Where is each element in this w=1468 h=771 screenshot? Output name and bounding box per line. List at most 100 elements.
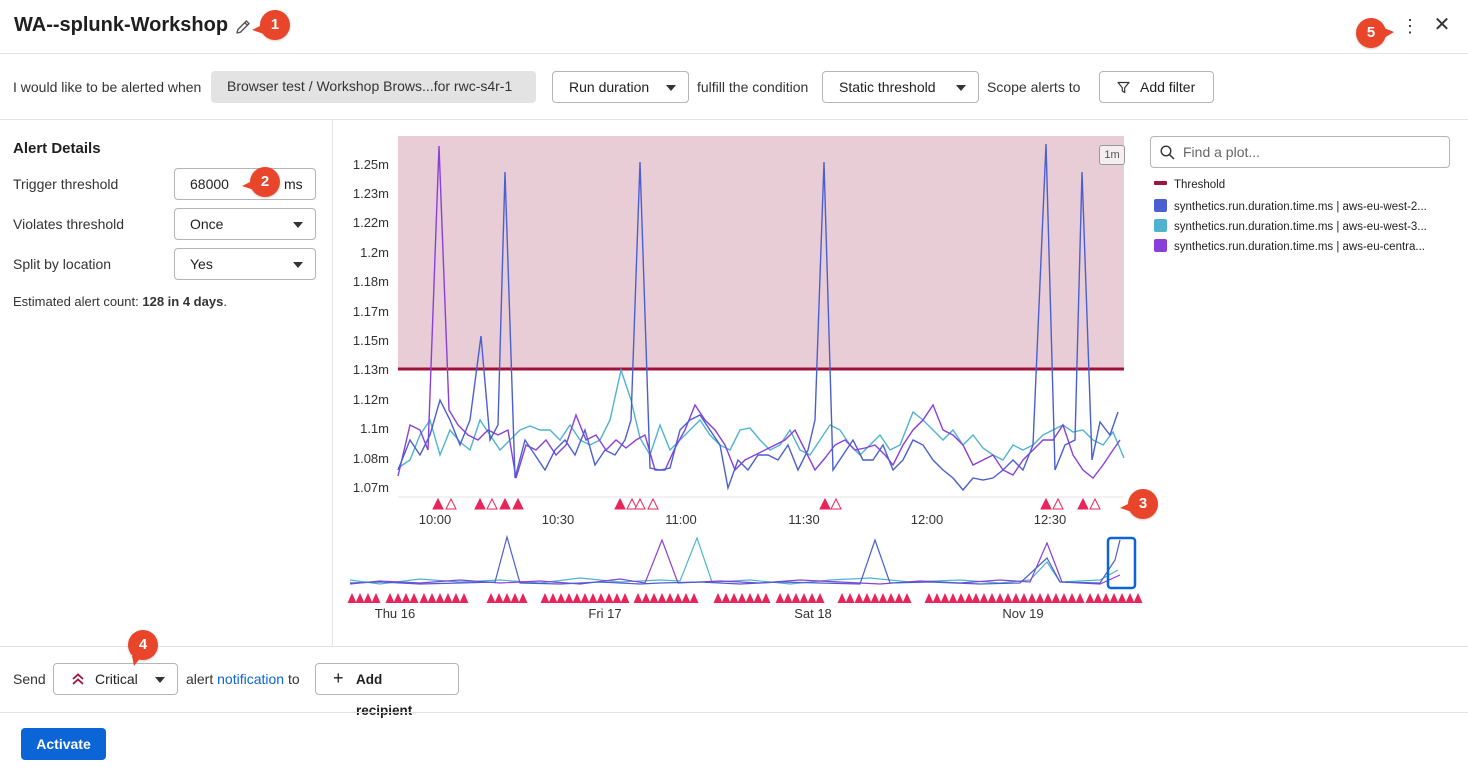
divider <box>0 712 1468 713</box>
overview-alert-marker <box>620 593 630 603</box>
overview-alert-marker <box>1043 593 1053 603</box>
alert-marker <box>445 497 457 510</box>
split-by-location-select[interactable]: Yes <box>174 248 316 280</box>
overview-alert-marker <box>1051 593 1061 603</box>
overview-alert-marker <box>502 593 512 603</box>
overview-alert-marker <box>948 593 958 603</box>
y-tick-label: 1.2m <box>360 245 389 260</box>
severity-select[interactable]: Critical <box>53 663 178 695</box>
add-filter-button[interactable]: Add filter <box>1099 71 1214 103</box>
search-icon <box>1160 145 1175 160</box>
threshold-violation-area <box>398 136 1124 369</box>
overview-series-line <box>349 538 1121 585</box>
callout-tail <box>1384 28 1394 38</box>
more-options-icon[interactable]: ⋮ <box>1401 16 1419 36</box>
overview-alert-marker <box>385 593 395 603</box>
resolution-badge: 1m <box>1099 145 1125 165</box>
overview-alert-marker <box>363 593 373 603</box>
edit-pencil-icon[interactable] <box>234 18 252 36</box>
overview-alert-marker <box>1003 593 1013 603</box>
overview-alert-marker <box>580 593 590 603</box>
overview-alert-marker <box>1075 593 1085 603</box>
x-axis-ticks: 10:00 10:30 11:00 11:30 12:00 12:30 <box>419 512 1067 527</box>
overview-alert-marker <box>1067 593 1077 603</box>
y-tick-label: 1.23m <box>353 186 389 201</box>
callout-badge-2: 2 <box>250 167 280 197</box>
violates-threshold-select[interactable]: Once <box>174 208 316 240</box>
overview-alert-marker <box>689 593 699 603</box>
chevron-down-icon <box>293 222 303 228</box>
alert-marker <box>512 497 524 510</box>
overview-alert-marker <box>783 593 793 603</box>
overview-alert-marker <box>540 593 550 603</box>
overview-alert-marker <box>588 593 598 603</box>
trigger-threshold-input[interactable]: 68000 ms <box>174 168 316 200</box>
overview-tick-label: Fri 17 <box>588 606 621 621</box>
overview-alert-marker <box>657 593 667 603</box>
legend-item-threshold[interactable]: Threshold <box>1154 179 1225 191</box>
alert-word: alert <box>186 671 214 687</box>
notification-link[interactable]: notification <box>217 671 285 687</box>
y-axis-ticks: 1.25m 1.23m 1.22m 1.2m 1.18m 1.17m 1.15m 1.13m 1… <box>353 157 389 495</box>
overview-range-handle[interactable] <box>1106 536 1137 590</box>
x-tick-label: 10:30 <box>542 512 575 527</box>
overview-alert-marker <box>1093 593 1103 603</box>
metric-select[interactable]: Run duration <box>552 71 689 103</box>
legend-swatch <box>1154 239 1167 252</box>
overview-alert-marker <box>1085 593 1095 603</box>
overview-alert-marker <box>518 593 528 603</box>
overview-series-line <box>349 534 1121 585</box>
legend-item-series-3[interactable]: synthetics.run.duration.time.ms | aws-eu… <box>1154 239 1425 253</box>
divider <box>0 119 1468 120</box>
plus-icon: + <box>333 668 344 688</box>
y-tick-label: 1.25m <box>353 157 389 172</box>
legend-item-series-2[interactable]: synthetics.run.duration.time.ms | aws-eu… <box>1154 219 1427 233</box>
overview-alert-marker <box>753 593 763 603</box>
estimate-suffix: . <box>223 294 227 309</box>
overview-alert-marker <box>902 593 912 603</box>
overview-alert-marker <box>862 593 872 603</box>
overview-alert-marker <box>419 593 429 603</box>
overview-tick-label: Nov 19 <box>1002 606 1043 621</box>
callout-tail <box>132 656 142 666</box>
overview-alert-marker <box>995 593 1005 603</box>
overview-alert-marker <box>737 593 747 603</box>
critical-severity-icon <box>72 673 84 685</box>
overview-alert-marker <box>681 593 691 603</box>
overview-alert-marker <box>649 593 659 603</box>
alert-marker <box>830 497 842 510</box>
overview-alert-marker <box>987 593 997 603</box>
activate-button[interactable]: Activate <box>21 728 106 760</box>
alert-details-heading: Alert Details <box>13 140 101 157</box>
overview-alert-marker <box>393 593 403 603</box>
overview-alert-marker <box>641 593 651 603</box>
chevron-down-icon <box>956 85 966 91</box>
alert-preview-chart[interactable]: 1.25m 1.23m 1.22m 1.2m 1.18m 1.17m 1.15m 1.13m 1… <box>333 120 1143 640</box>
alert-marker <box>1089 497 1101 510</box>
overview-alert-marker <box>1109 593 1119 603</box>
overview-x-axis-ticks: Thu 16 Fri 17 Sat 18 Nov 19 <box>375 606 1044 621</box>
overview-alert-marker <box>604 593 614 603</box>
close-icon[interactable]: ✕ <box>1433 14 1451 36</box>
x-tick-label: 12:00 <box>911 512 944 527</box>
overview-alert-marker <box>443 593 453 603</box>
alert-marker <box>1052 497 1064 510</box>
overview-alert-marker <box>486 593 496 603</box>
overview-alert-marker <box>870 593 880 603</box>
overview-alert-marker <box>815 593 825 603</box>
overview-alert-marker <box>1011 593 1021 603</box>
legend-item-series-1[interactable]: synthetics.run.duration.time.ms | aws-eu… <box>1154 199 1427 213</box>
trigger-threshold-label: Trigger threshold <box>13 176 119 192</box>
y-tick-label: 1.17m <box>353 304 389 319</box>
x-tick-label: 10:00 <box>419 512 452 527</box>
condition-select[interactable]: Static threshold <box>822 71 979 103</box>
x-tick-label: 12:30 <box>1034 512 1067 527</box>
add-recipient-button[interactable]: + Add recipient <box>315 663 459 718</box>
overview-alert-marker <box>799 593 809 603</box>
divider <box>0 646 1468 647</box>
plot-search-placeholder: Find a plot... <box>1183 144 1261 160</box>
signal-source-chip[interactable]: Browser test / Workshop Brows...for rwc-… <box>211 71 536 103</box>
plot-search-input[interactable]: Find a plot... <box>1150 136 1450 168</box>
estimate-prefix: Estimated alert count: <box>13 294 139 309</box>
overview-alert-marker <box>435 593 445 603</box>
